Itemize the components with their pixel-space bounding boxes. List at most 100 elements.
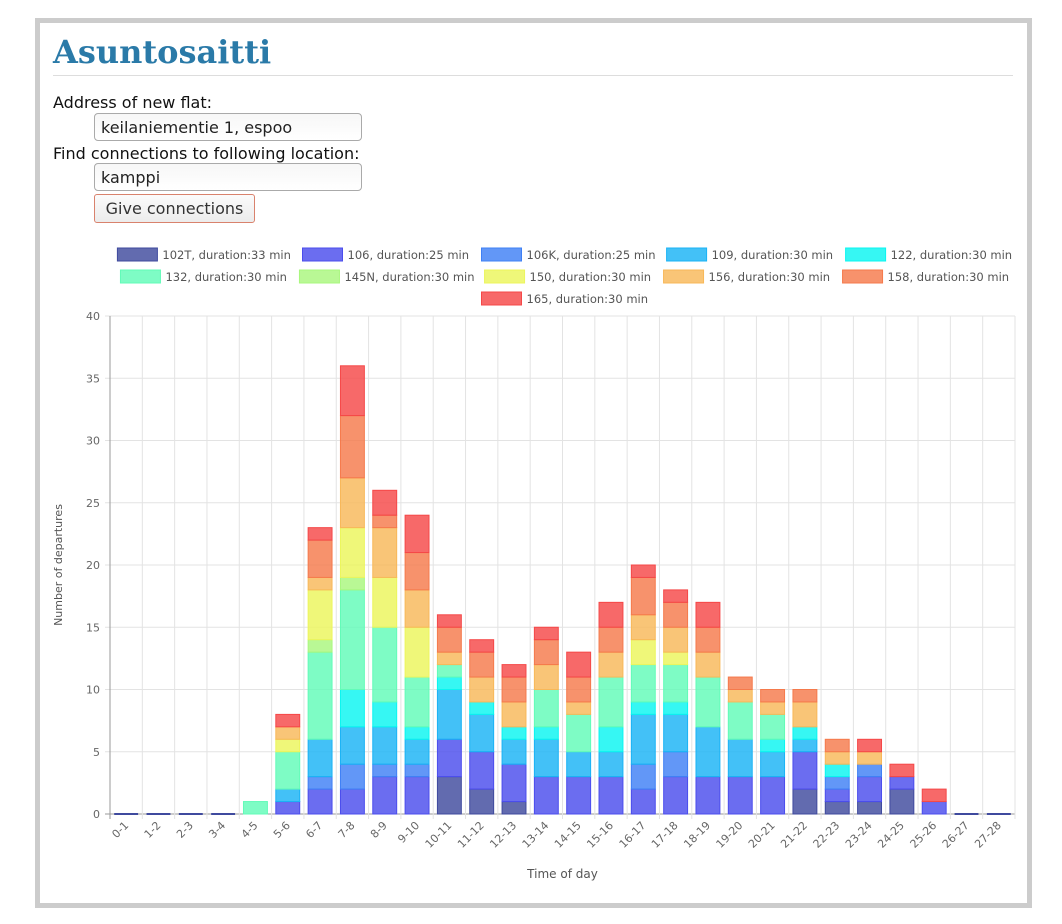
bar-segment bbox=[566, 701, 592, 715]
bar-segment bbox=[630, 639, 656, 666]
bar-segment bbox=[727, 776, 753, 815]
title-divider bbox=[53, 75, 1013, 76]
y-tick-label: 40 bbox=[86, 310, 100, 323]
bar-segment bbox=[857, 751, 883, 765]
bar-segment bbox=[501, 738, 527, 765]
give-connections-button[interactable]: Give connections bbox=[94, 194, 255, 223]
destination-label: Find connections to following location: bbox=[53, 144, 360, 163]
bar-segment bbox=[533, 689, 559, 728]
bar-segment bbox=[598, 776, 624, 815]
bar-segment bbox=[469, 713, 495, 753]
bar-segment bbox=[436, 651, 462, 666]
bar-segment bbox=[404, 552, 430, 591]
bar-segment bbox=[533, 776, 559, 815]
legend-swatch bbox=[298, 269, 340, 284]
bar-segment bbox=[630, 576, 656, 616]
bar-segment bbox=[566, 676, 592, 703]
bar-segment bbox=[533, 726, 559, 740]
bar-segment bbox=[372, 489, 398, 516]
bar-segment bbox=[339, 576, 365, 591]
legend-label: 150, duration:30 min bbox=[530, 270, 652, 284]
bar-segment bbox=[339, 589, 365, 691]
bar-segment bbox=[533, 626, 559, 641]
bar-segment bbox=[663, 651, 689, 666]
bar-segment bbox=[824, 801, 850, 815]
bar-segment bbox=[372, 514, 398, 529]
bar-segment bbox=[663, 664, 689, 703]
bar-segment bbox=[663, 589, 689, 603]
bar-segment bbox=[663, 751, 689, 778]
bar-segment bbox=[339, 788, 365, 815]
bar-segment bbox=[824, 776, 850, 790]
bar-segment bbox=[792, 689, 818, 703]
bar-segment bbox=[792, 738, 818, 753]
bar-segment bbox=[566, 776, 592, 815]
x-tick-label: 4-5 bbox=[239, 819, 261, 841]
bar-segment bbox=[760, 701, 786, 715]
bar-segment bbox=[695, 651, 721, 678]
bar-segment bbox=[436, 689, 462, 740]
bar-segment bbox=[339, 477, 365, 529]
bar-segment bbox=[436, 776, 462, 815]
x-tick-label: 7-8 bbox=[336, 819, 358, 841]
bar-segment bbox=[469, 701, 495, 715]
legend-swatch bbox=[663, 269, 705, 284]
bar-segment bbox=[630, 763, 656, 790]
x-tick-label: 10-11 bbox=[423, 819, 455, 851]
bar-segment bbox=[307, 651, 333, 740]
bar-segment bbox=[566, 751, 592, 778]
bar-segment bbox=[792, 726, 818, 740]
address-input[interactable] bbox=[94, 113, 362, 141]
legend-swatch bbox=[484, 269, 526, 284]
bar-segment bbox=[663, 601, 689, 628]
bar-segment bbox=[824, 738, 850, 753]
bar-segment bbox=[889, 776, 915, 790]
bar-segment bbox=[760, 689, 786, 703]
bar-segment bbox=[501, 726, 527, 740]
bar-segment bbox=[889, 788, 915, 815]
legend-label: 106K, duration:25 min bbox=[527, 248, 656, 262]
bar-segment bbox=[533, 738, 559, 778]
legend-label: 106, duration:25 min bbox=[348, 248, 470, 262]
bar-segment bbox=[372, 776, 398, 815]
bar-segment bbox=[372, 763, 398, 778]
bar-segment bbox=[501, 664, 527, 678]
x-tick-label: 26-27 bbox=[940, 819, 972, 851]
bar-segment bbox=[436, 614, 462, 628]
legend-label: 132, duration:30 min bbox=[165, 270, 287, 284]
x-tick-label: 1-2 bbox=[142, 819, 164, 841]
bar-segment bbox=[339, 689, 365, 728]
x-tick-label: 8-9 bbox=[368, 819, 390, 841]
x-tick-label: 19-20 bbox=[714, 819, 746, 851]
address-label: Address of new flat: bbox=[53, 93, 213, 112]
destination-input[interactable] bbox=[94, 163, 362, 191]
legend-label: 109, duration:30 min bbox=[712, 248, 834, 262]
bar-segment bbox=[404, 763, 430, 778]
bar-segment bbox=[727, 701, 753, 740]
bar-segment bbox=[857, 801, 883, 815]
bar-segment bbox=[404, 726, 430, 740]
bar-segment bbox=[469, 676, 495, 703]
bar-segment bbox=[921, 801, 947, 815]
legend-label: 156, duration:30 min bbox=[709, 270, 831, 284]
bar-segment bbox=[469, 788, 495, 815]
bar-segment bbox=[501, 676, 527, 703]
bar-segment bbox=[824, 763, 850, 778]
x-tick-label: 0-1 bbox=[109, 819, 131, 841]
bar-segment bbox=[630, 701, 656, 715]
bar-segment bbox=[533, 664, 559, 690]
bar-segment bbox=[663, 701, 689, 715]
legend-swatch bbox=[845, 247, 887, 262]
bar-segment bbox=[857, 776, 883, 803]
x-tick-label: 17-18 bbox=[649, 819, 681, 851]
x-tick-label: 22-23 bbox=[811, 819, 843, 851]
bar-segment bbox=[663, 776, 689, 815]
x-tick-label: 13-14 bbox=[520, 819, 552, 851]
bar-segment bbox=[307, 738, 333, 778]
bar-segment bbox=[436, 626, 462, 653]
bar-segment bbox=[727, 689, 753, 703]
bar-segment bbox=[663, 626, 689, 653]
legend-label: 122, duration:30 min bbox=[891, 248, 1013, 262]
legend-label: 158, duration:30 min bbox=[888, 270, 1010, 284]
legend-swatch bbox=[302, 247, 343, 262]
